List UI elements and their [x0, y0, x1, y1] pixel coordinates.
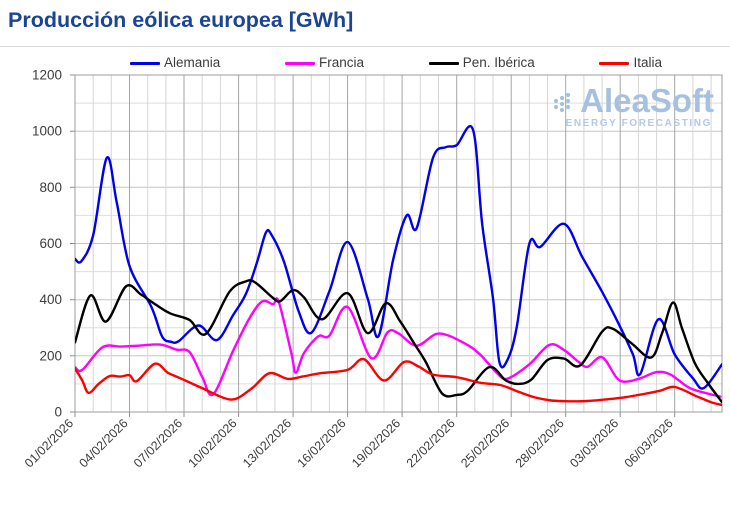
legend-label: Alemania: [164, 55, 221, 71]
y-tick-label: 400: [39, 292, 62, 307]
legend-label: Francia: [318, 55, 364, 71]
legend-swatch: [599, 61, 630, 65]
legend-item-francia: Francia: [284, 55, 364, 71]
chart-header: Producción eólica europea [GWh]: [0, 0, 730, 47]
chart-legend: Alemania Francia Pen. Ibérica Italia: [130, 54, 662, 72]
legend-item-pen-ib-rica: Pen. Ibérica: [428, 55, 535, 71]
series-line-pen-ib-rica: [75, 279, 722, 404]
series-line-alemania: [75, 125, 722, 390]
x-tick-label: 01/02/2026: [22, 416, 76, 470]
x-tick-label: 22/02/2026: [404, 416, 458, 470]
series-line-italia: [75, 357, 722, 407]
x-tick-label: 28/02/2026: [513, 416, 567, 470]
legend-item-italia: Italia: [599, 56, 662, 70]
chart-title: Producción eólica europea [GWh]: [8, 8, 354, 32]
y-tick-label: 200: [39, 348, 62, 363]
x-tick-label: 06/03/2026: [622, 416, 676, 470]
legend-swatch: [284, 61, 315, 65]
x-tick-label: 13/02/2026: [240, 416, 294, 470]
legend-label: Pen. Ibérica: [462, 55, 535, 71]
y-tick-label: 800: [39, 180, 62, 195]
y-tick-label: 0: [54, 405, 62, 420]
y-tick-label: 1200: [32, 68, 62, 83]
y-tick-label: 600: [39, 236, 62, 251]
legend-label: Italia: [633, 55, 662, 71]
legend-item-alemania: Alemania: [130, 56, 220, 70]
x-tick-label: 19/02/2026: [349, 416, 403, 470]
x-tick-label: 04/02/2026: [76, 416, 130, 470]
legend-swatch: [428, 61, 459, 65]
legend-swatch: [130, 61, 160, 65]
x-tick-label: 07/02/2026: [131, 416, 185, 470]
y-tick-label: 1000: [32, 124, 62, 139]
x-tick-label: 03/03/2026: [567, 416, 621, 470]
x-tick-label: 25/02/2026: [458, 416, 512, 470]
x-tick-label: 16/02/2026: [295, 416, 349, 470]
series-line-francia: [75, 297, 722, 398]
x-tick-label: 10/02/2026: [186, 416, 240, 470]
